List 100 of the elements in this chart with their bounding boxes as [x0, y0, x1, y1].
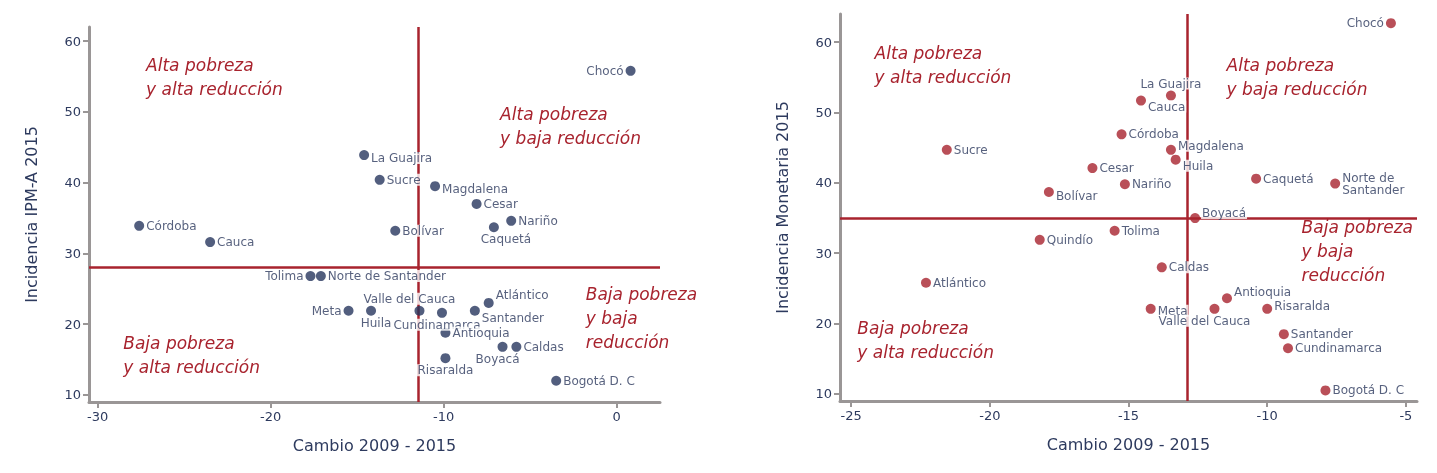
annotation: Bogotá D. C [563, 373, 635, 388]
point [471, 198, 482, 209]
point [1262, 303, 1273, 314]
annotation: Nariño [1131, 177, 1172, 192]
annotation: Bolívar [402, 223, 444, 238]
point [1385, 18, 1396, 29]
annotation: Atlántico [933, 275, 986, 290]
point [1209, 303, 1220, 314]
point [1165, 90, 1176, 101]
y-tick-label: 10 [64, 387, 81, 403]
point [436, 307, 447, 318]
point [1278, 329, 1289, 340]
annotation: Caquetá [480, 232, 532, 247]
y-tick-label: 50 [64, 104, 81, 120]
annotation: Huila [360, 315, 392, 330]
annotation: Boyacá [1202, 206, 1247, 221]
y-tick-label: 50 [815, 105, 832, 121]
x-tick-label: -15 [1117, 408, 1140, 423]
point [366, 305, 377, 316]
annotation: Alta pobreza y baja reducción [499, 104, 641, 148]
annotation: Nariño [518, 213, 558, 228]
annotation: Córdoba [1128, 127, 1179, 142]
point [488, 222, 499, 233]
x-tick-label: 0 [612, 409, 621, 424]
x-tick-label: -25 [840, 408, 862, 423]
annotation: Norte de Santander [327, 269, 447, 284]
annotation: Bogotá D. C [1332, 383, 1405, 398]
point [1165, 144, 1176, 155]
point [625, 65, 636, 76]
annotation: Meta [311, 303, 342, 318]
point [343, 305, 354, 316]
point [497, 341, 508, 352]
annotation: Cesar [1099, 161, 1134, 176]
x-tick-label: -5 [1399, 408, 1413, 423]
annotation: La Guajira [371, 151, 433, 166]
point [1221, 293, 1232, 304]
point [305, 271, 316, 282]
annotation: Sucre [953, 142, 988, 157]
annotation: Sucre [386, 172, 421, 187]
x-tick-label: -30 [87, 409, 109, 424]
point [359, 150, 370, 161]
point [1043, 187, 1054, 198]
point [414, 305, 425, 316]
point [1087, 163, 1098, 174]
point [551, 375, 562, 386]
annotation: Risaralda [1274, 298, 1331, 313]
annotation: Santander [481, 310, 545, 325]
y-tick-label: 60 [64, 33, 81, 49]
annotation: Risaralda [417, 363, 474, 378]
y-tick-label: 20 [815, 316, 832, 332]
point [1283, 343, 1294, 354]
annotation: Baja pobreza y alta reducción [856, 317, 995, 362]
point [1109, 225, 1120, 236]
annotation: Atlántico [495, 287, 549, 302]
x-tick-label: -10 [433, 409, 455, 424]
annotation: Tolima [1120, 223, 1160, 238]
point [374, 174, 385, 185]
point [205, 237, 216, 248]
point [1135, 95, 1146, 106]
annotation: Alta pobreza y baja reducción [1225, 54, 1368, 99]
x-tick-label: -20 [979, 408, 1001, 423]
annotation: Córdoba [146, 218, 197, 233]
y-tick-label: 30 [815, 245, 832, 261]
annotation: Caldas [1168, 260, 1210, 275]
annotation: Alta pobreza y alta reducción [873, 43, 1012, 88]
annotation: Cesar [483, 196, 518, 211]
y-axis-title: Incidencia IPM-A 2015 [21, 126, 41, 303]
point [506, 215, 517, 226]
point [941, 144, 952, 155]
annotation: Quindío [1046, 232, 1094, 247]
annotation: Alta pobreza y alta reducción [145, 55, 283, 100]
point [1116, 129, 1127, 140]
point [1251, 173, 1262, 184]
point [1145, 303, 1156, 314]
point [1330, 178, 1341, 189]
annotation: Chocó [586, 63, 624, 78]
annotation: Santander [1290, 327, 1354, 342]
point [390, 225, 401, 236]
x-tick-label: -20 [260, 409, 282, 424]
annotation: Caldas [523, 339, 564, 354]
point [469, 305, 480, 316]
y-tick-label: 40 [64, 175, 81, 191]
annotation: Baja pobreza y baja reducción [1300, 217, 1414, 286]
point [315, 271, 326, 282]
point [1119, 179, 1130, 190]
y-tick-label: 10 [815, 386, 832, 402]
annotation: Cundinamarca [1295, 341, 1383, 356]
point [511, 341, 522, 352]
point [1320, 385, 1331, 396]
annotation: Norte de Santander [1342, 170, 1405, 197]
annotation: Chocó [1346, 16, 1384, 31]
annotation: Baja pobreza y baja reducción [584, 284, 698, 352]
annotation: Magdalena [1177, 138, 1244, 153]
annotation: Baja pobreza y alta reducción [122, 332, 260, 377]
annotation: Cauca [217, 235, 255, 250]
annotation: Valle del Cauca [363, 291, 456, 306]
point [1190, 213, 1201, 224]
annotation: Cauca [1147, 99, 1186, 114]
point [1170, 154, 1181, 165]
point [440, 353, 451, 364]
